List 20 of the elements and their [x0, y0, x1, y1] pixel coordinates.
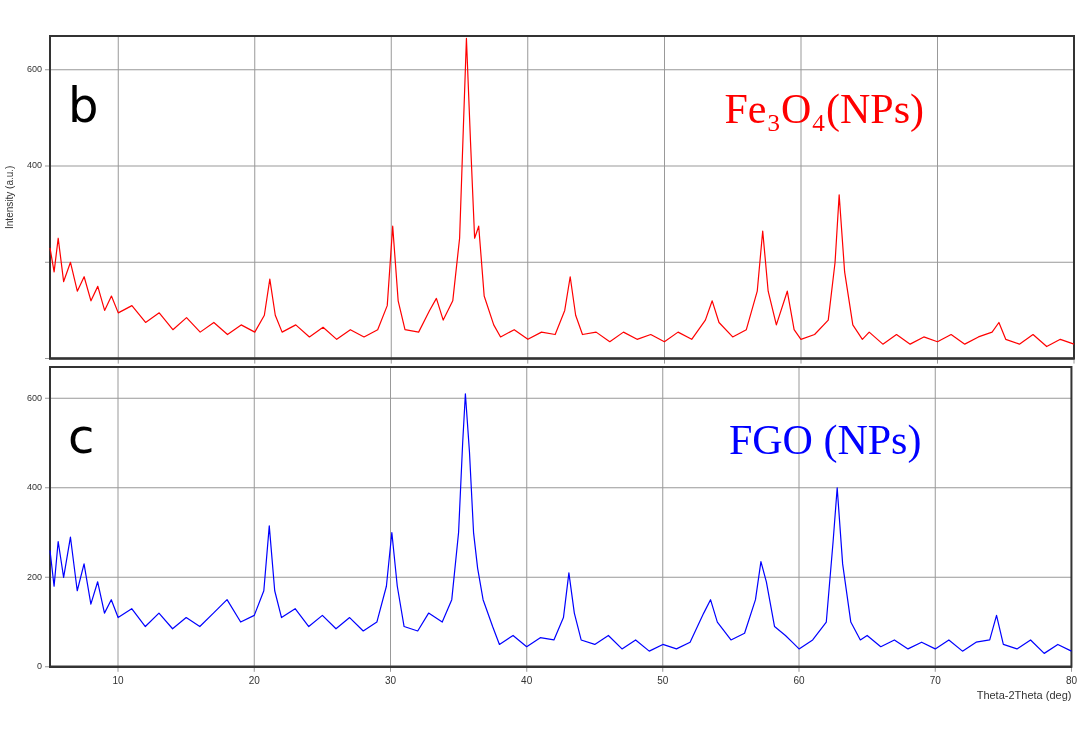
annotation: c	[68, 408, 95, 465]
x-tick-label: 30	[384, 674, 397, 686]
x-tick-label: 40	[521, 674, 533, 686]
text: Fe₃O₄(NPs)	[724, 86, 924, 134]
x-tick-label: 10	[112, 674, 125, 686]
y-tick-label: 0	[36, 661, 42, 672]
series-label: FGO (NPs)	[728, 417, 922, 465]
x-axis-title: Theta-2Theta (deg)	[976, 689, 1072, 702]
x-tick-label: 20	[248, 674, 261, 686]
annotation: b	[68, 77, 99, 134]
y-tick-label: 600	[26, 64, 42, 75]
y-tick-label: 400	[26, 160, 42, 171]
x-tick-label: 60	[793, 674, 806, 686]
y-tick-label: 200	[26, 571, 42, 582]
y-axis-title: Intensity (a.u.)	[3, 165, 15, 229]
x-tick-label: 80	[1065, 674, 1078, 686]
y-tick-label: 600	[26, 392, 42, 403]
y-tick-label: 400	[26, 482, 42, 493]
x-tick-label: 50	[657, 674, 669, 686]
x-tick-label: 70	[929, 674, 942, 686]
